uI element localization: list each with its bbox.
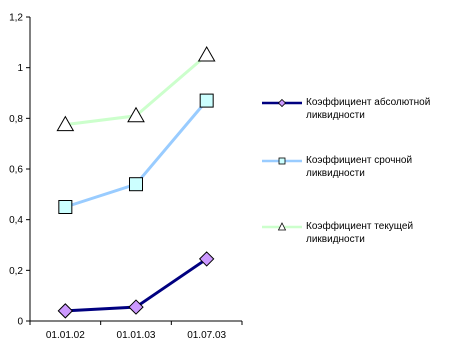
legend-label-quick: Коэффициент срочной ликвидности — [306, 155, 413, 179]
x-tick-label: 01.07.03 — [187, 330, 226, 338]
data-point-triangle — [197, 45, 216, 62]
y-tick-label: 0,2 — [9, 266, 23, 277]
legend-marker-square — [278, 157, 286, 165]
data-point-diamond — [128, 299, 144, 315]
x-tick-label: 01.01.03 — [117, 330, 156, 338]
legend-item-quick: Коэффициент срочной ликвидности — [262, 154, 461, 188]
data-point-triangle — [127, 106, 145, 123]
y-tick-label: 0,4 — [9, 215, 23, 226]
y-tick-label: 0,6 — [9, 165, 23, 176]
series-layer — [56, 45, 216, 319]
y-tick-label: 0,8 — [9, 114, 23, 125]
legend-swatch-absolute — [262, 98, 302, 108]
series-diamond — [57, 251, 215, 319]
legend-swatch-quick — [262, 157, 302, 165]
series-square — [58, 93, 214, 214]
legend-marker-triangle — [277, 222, 287, 231]
series-triangle — [56, 45, 216, 132]
data-point-triangle — [56, 115, 75, 132]
data-point-square — [199, 93, 214, 108]
legend-label-current: Коэффициент текущей ликвидности — [306, 221, 414, 245]
chart-axes: 0 0,2 0,4 0,6 0,8 1 1,2 01.01.02 01.01.03 01.07.0… — [9, 13, 243, 338]
legend-item-current: Коэффициент текущей ликвидности — [262, 220, 461, 254]
data-point-square — [129, 177, 143, 192]
data-point-square — [58, 200, 73, 214]
y-tick-label: 1,2 — [9, 13, 23, 24]
x-tick-label: 01.01.02 — [46, 330, 85, 338]
legend-marker-diamond — [277, 98, 287, 108]
data-point-diamond — [198, 251, 215, 267]
y-tick-label: 1 — [17, 63, 23, 74]
chart-legend: Коэффициент абсолютной ликвидности Коэфф… — [262, 0, 461, 338]
y-tick-label: 0 — [17, 317, 23, 328]
legend-label-absolute: Коэффициент абсолютной ликвидности — [306, 97, 431, 121]
legend-item-absolute: Коэффициент абсолютной ликвидности — [262, 96, 461, 130]
legend-swatch-current — [262, 222, 302, 231]
data-point-diamond — [57, 303, 74, 319]
